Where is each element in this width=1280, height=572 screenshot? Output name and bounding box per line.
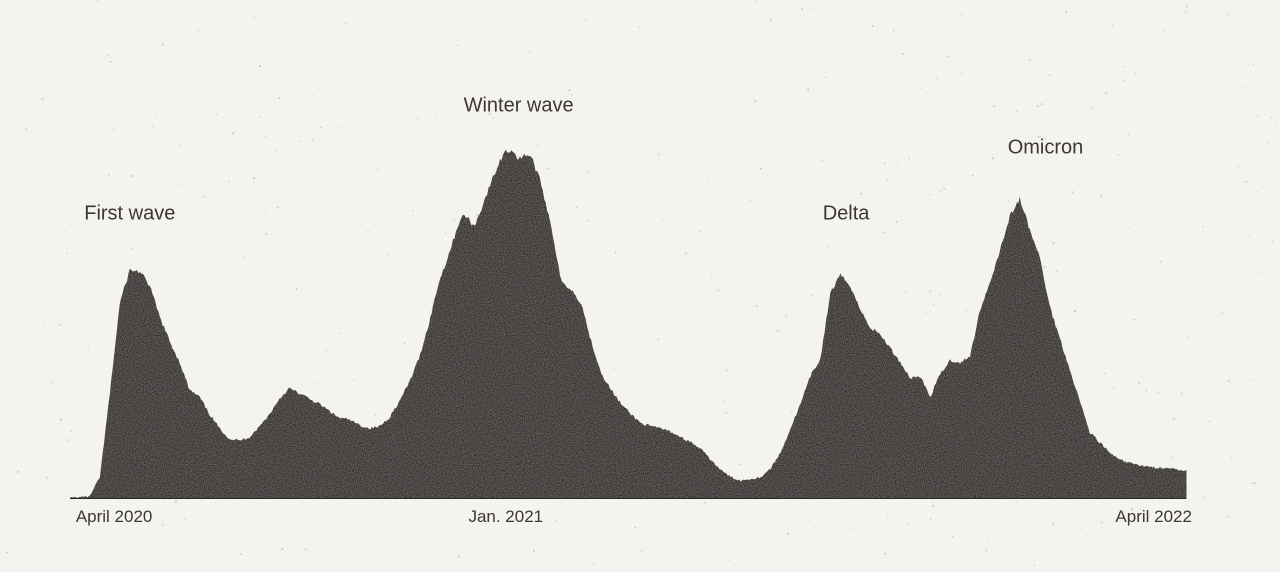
- x-tick-label: April 2022: [1115, 507, 1192, 526]
- cases-area: [70, 149, 1187, 498]
- x-tick-label: April 2020: [76, 507, 153, 526]
- wave-annotation: Winter wave: [464, 95, 574, 117]
- wave-annotation: Omicron: [1008, 137, 1084, 159]
- wave-annotation: First wave: [84, 203, 175, 225]
- wave-annotation: Delta: [823, 203, 871, 225]
- x-tick-label: Jan. 2021: [468, 507, 543, 526]
